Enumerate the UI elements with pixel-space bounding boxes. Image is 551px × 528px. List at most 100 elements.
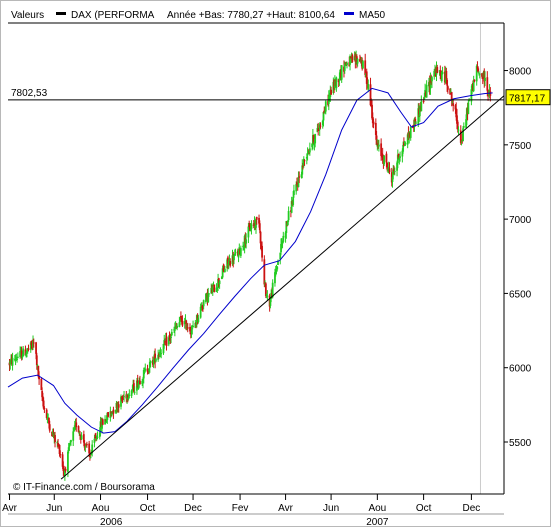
candle [160, 349, 163, 359]
candle [393, 167, 396, 176]
candle [142, 376, 144, 389]
candle [48, 420, 51, 433]
candle [415, 121, 417, 124]
x-tick-label: Dec [184, 503, 202, 514]
candlesticks [8, 50, 492, 481]
candle [144, 363, 147, 373]
candle [186, 322, 189, 333]
candle [417, 103, 420, 128]
candle [181, 315, 184, 327]
candle [324, 99, 327, 115]
candle [306, 147, 309, 161]
candle [143, 367, 146, 375]
x-tick-label: Jun [46, 503, 62, 514]
candle [89, 456, 92, 459]
candle [32, 338, 35, 348]
candle [380, 138, 383, 161]
legend-stats: Année +Bas: 7780,27 +Haut: 8100,64 [167, 10, 335, 21]
legend-label: Valeurs [11, 10, 44, 21]
candle [402, 137, 405, 147]
support-trendline [60, 95, 505, 480]
watermark: © IT-Finance.com / Boursorama [13, 482, 155, 493]
y-tick-label: 5500 [509, 438, 532, 449]
candle [399, 151, 401, 162]
candle [43, 406, 46, 413]
candle [167, 335, 170, 347]
candle [314, 133, 317, 148]
candle [27, 344, 30, 352]
candle [237, 248, 240, 263]
candle [396, 160, 398, 177]
candle [433, 68, 436, 80]
candle [431, 76, 433, 88]
candle [467, 99, 470, 115]
candle [117, 401, 120, 413]
candle [371, 112, 374, 128]
candle [258, 220, 261, 234]
x-tick-label: Dec [462, 503, 480, 514]
candle [215, 283, 218, 292]
axes: 5500 6000 6500 7000 7500 8000 Avr Jun Aou Oct Dec F… [2, 22, 532, 528]
x-tick-label: Jun [323, 503, 339, 514]
candle [377, 140, 380, 149]
ma50-layer [7, 87, 493, 434]
candle [127, 393, 130, 401]
y-tick-label: 7500 [509, 141, 532, 152]
candle [162, 343, 165, 355]
series-swatch [56, 12, 66, 15]
x-tick-label: Aou [92, 503, 110, 514]
candle [478, 71, 480, 76]
candle [436, 64, 439, 74]
candle [38, 371, 40, 385]
candle [296, 177, 298, 187]
y-tick-label: 6000 [509, 364, 532, 375]
candle [301, 159, 304, 179]
candle [61, 452, 64, 470]
ma50-line [7, 87, 493, 434]
candle [462, 122, 465, 129]
candle [477, 66, 480, 73]
candle [75, 417, 78, 432]
candle [383, 155, 386, 167]
candle [478, 73, 481, 79]
x-tick-label: Oct [140, 503, 156, 514]
candle [290, 196, 293, 214]
candle [298, 171, 301, 183]
candle [318, 122, 321, 136]
candle [393, 165, 395, 175]
candle [308, 142, 311, 156]
y-tick-label: 7000 [509, 215, 532, 226]
candle [40, 377, 43, 391]
candle [340, 65, 343, 83]
candle [130, 389, 133, 399]
candle [148, 358, 151, 373]
candle [133, 386, 136, 395]
ma50-swatch [344, 12, 354, 15]
candle [335, 76, 338, 92]
candle [388, 162, 391, 175]
x-tick-label: Oct [416, 503, 432, 514]
candle [356, 57, 359, 67]
candle [109, 406, 112, 422]
candle [35, 352, 38, 370]
candle [112, 406, 115, 419]
candle [157, 349, 160, 362]
legend-series-name: DAX (PERFORMA [71, 10, 155, 21]
candle [250, 220, 253, 235]
candle [121, 395, 124, 404]
candle [93, 434, 96, 448]
candle [77, 425, 80, 433]
candle [297, 171, 300, 188]
candle [91, 440, 94, 457]
candle [404, 141, 407, 146]
candle [202, 299, 205, 310]
legend: Valeurs DAX (PERFORMA Année +Bas: 7780,2… [11, 10, 386, 21]
candle [377, 139, 380, 152]
candle [168, 331, 171, 341]
candle [173, 322, 176, 337]
trend-layer [60, 95, 505, 480]
candle [19, 346, 22, 359]
candle [346, 61, 348, 69]
